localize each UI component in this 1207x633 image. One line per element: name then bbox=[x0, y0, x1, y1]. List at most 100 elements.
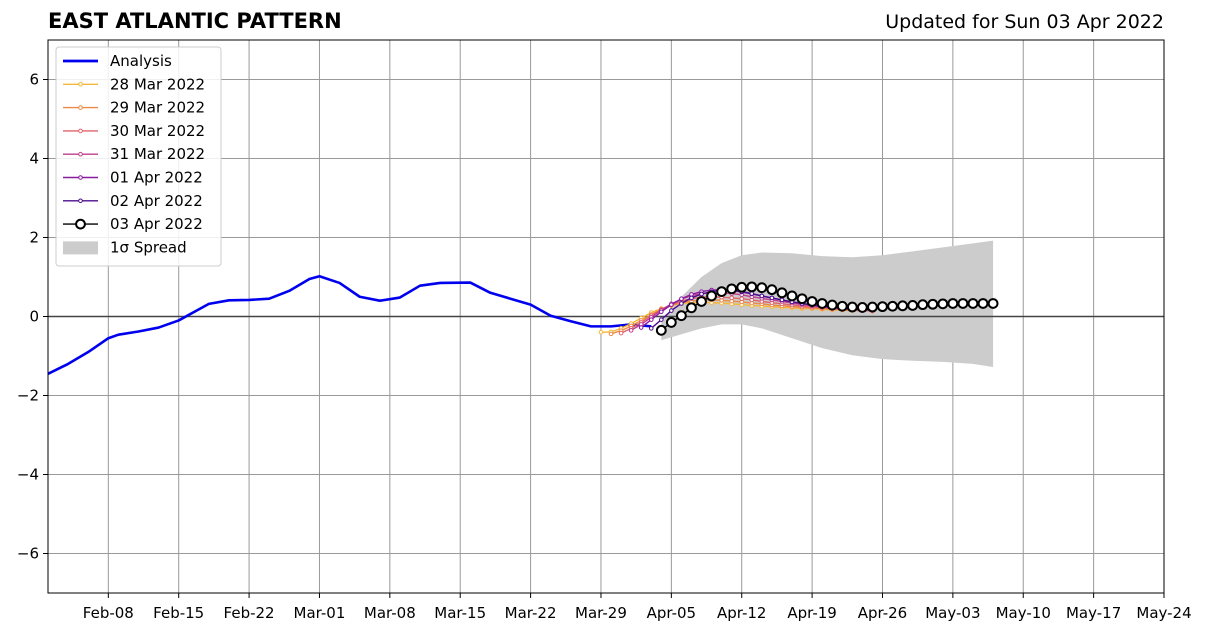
latest-forecast-point bbox=[806, 296, 818, 307]
x-tick-label: Feb-15 bbox=[153, 604, 204, 622]
y-tick-label: 0 bbox=[29, 308, 39, 326]
latest-forecast-point bbox=[987, 298, 999, 309]
x-tick-label: May-17 bbox=[1066, 604, 1121, 622]
latest-forecast-point bbox=[726, 283, 738, 295]
latest-forecast-point bbox=[716, 286, 728, 298]
forecast-point bbox=[759, 293, 765, 299]
analysis-line bbox=[47, 274, 652, 375]
latest-forecast-point bbox=[927, 298, 939, 310]
latest-forecast-point bbox=[836, 300, 848, 312]
legend-label: 03 Apr 2022 bbox=[110, 215, 203, 233]
latest-forecast-point bbox=[907, 300, 919, 311]
latest-forecast-point bbox=[756, 282, 768, 294]
x-tick-label: Apr-26 bbox=[858, 604, 908, 622]
latest-forecast-point bbox=[706, 290, 717, 302]
forecast-point bbox=[769, 295, 775, 301]
x-tick-label: Apr-05 bbox=[647, 604, 697, 622]
legend-marker bbox=[78, 151, 83, 157]
latest-forecast-point bbox=[786, 290, 798, 302]
forecast-point bbox=[699, 291, 704, 297]
latest-forecast-point bbox=[676, 310, 687, 322]
legend-marker bbox=[78, 105, 83, 110]
forecast-point bbox=[679, 296, 684, 302]
forecast-point bbox=[669, 308, 674, 313]
x-tick-label: Feb-22 bbox=[224, 604, 275, 622]
forecast-point bbox=[739, 296, 745, 302]
forecast-point bbox=[669, 302, 674, 307]
forecast-point bbox=[638, 325, 644, 330]
forecast-point bbox=[608, 331, 614, 337]
legend-label: 28 Mar 2022 bbox=[110, 75, 205, 93]
y-tick-label: 2 bbox=[29, 229, 39, 247]
legend-label: 02 Apr 2022 bbox=[110, 192, 203, 210]
forecast-point bbox=[749, 291, 755, 296]
latest-forecast-point bbox=[655, 324, 667, 336]
x-tick-label: May-24 bbox=[1136, 604, 1191, 622]
x-tick-label: Mar-29 bbox=[575, 604, 627, 622]
x-tick-label: Mar-08 bbox=[364, 604, 416, 622]
forecast-point bbox=[628, 328, 634, 333]
forecast-point bbox=[648, 317, 654, 322]
legend-box bbox=[55, 46, 222, 267]
latest-forecast-point bbox=[736, 281, 748, 293]
legend-label: 1σ Spread bbox=[110, 238, 187, 256]
latest-forecast-point bbox=[937, 298, 949, 310]
y-tick-label: −2 bbox=[17, 387, 39, 405]
forecast-point bbox=[689, 295, 694, 301]
latest-forecast-series bbox=[655, 281, 999, 336]
x-tick-label: May-03 bbox=[925, 604, 980, 622]
forecast-point bbox=[779, 297, 785, 303]
latest-forecast-point bbox=[776, 287, 788, 299]
latest-forecast-point bbox=[796, 293, 808, 305]
legend-marker bbox=[78, 198, 83, 204]
legend-marker bbox=[78, 128, 83, 134]
latest-forecast-point bbox=[696, 296, 707, 307]
legend-marker bbox=[78, 175, 83, 180]
latest-forecast-point bbox=[867, 301, 878, 313]
legend-label: 01 Apr 2022 bbox=[110, 169, 203, 187]
latest-forecast-point bbox=[877, 301, 888, 313]
latest-forecast-point bbox=[826, 299, 838, 311]
legend-label: 29 Mar 2022 bbox=[110, 99, 205, 117]
latest-forecast-point bbox=[947, 298, 959, 309]
forecast-point bbox=[679, 301, 684, 306]
forecast-point bbox=[658, 309, 664, 315]
latest-forecast-point bbox=[856, 302, 868, 313]
legend-marker bbox=[78, 82, 83, 87]
chart-title: EAST ATLANTIC PATTERN bbox=[48, 9, 342, 33]
latest-forecast-point bbox=[957, 298, 969, 309]
forecast-point bbox=[598, 330, 604, 335]
x-tick-label: Mar-15 bbox=[434, 604, 486, 622]
x-tick-label: Apr-19 bbox=[787, 604, 837, 622]
latest-forecast-point bbox=[897, 300, 908, 312]
latest-forecast-point bbox=[977, 298, 989, 309]
latest-forecast-point bbox=[766, 284, 778, 296]
latest-forecast-point bbox=[816, 298, 828, 309]
latest-forecast-point bbox=[887, 300, 898, 312]
legend-swatch bbox=[63, 241, 98, 255]
legend-label: Analysis bbox=[110, 52, 172, 70]
forecast-point bbox=[648, 326, 654, 331]
x-tick-label: May-10 bbox=[996, 604, 1051, 622]
latest-forecast-point bbox=[917, 299, 929, 311]
x-tick-label: Mar-22 bbox=[505, 604, 557, 622]
y-tick-label: −4 bbox=[17, 466, 39, 484]
latest-forecast-point bbox=[846, 301, 858, 313]
forecast-point bbox=[729, 295, 734, 301]
x-tick-label: Feb-08 bbox=[83, 604, 134, 622]
x-tick-label: Mar-01 bbox=[294, 604, 346, 622]
forecast-point bbox=[618, 330, 624, 336]
x-tick-label: Apr-12 bbox=[717, 604, 767, 622]
chart-subtitle: Updated for Sun 03 Apr 2022 bbox=[885, 11, 1164, 33]
forecast-point bbox=[658, 317, 664, 322]
y-tick-label: 6 bbox=[29, 71, 39, 89]
legend-marker bbox=[75, 218, 86, 230]
latest-forecast-point bbox=[746, 281, 758, 293]
legend-label: 31 Mar 2022 bbox=[110, 145, 205, 163]
legend-label: 30 Mar 2022 bbox=[110, 122, 205, 140]
latest-forecast-point bbox=[686, 302, 697, 314]
y-tick-label: 4 bbox=[29, 150, 39, 168]
y-tick-label: −6 bbox=[17, 545, 39, 563]
